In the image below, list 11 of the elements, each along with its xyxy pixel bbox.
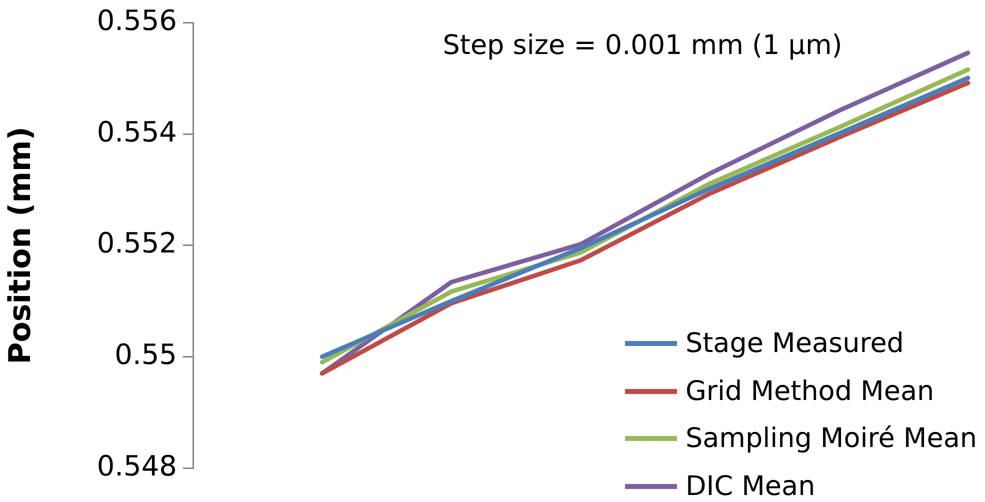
y-tick-label: 0.548 bbox=[96, 449, 177, 482]
y-tick-label: 0.55 bbox=[114, 338, 177, 371]
legend-label: Sampling Moiré Mean bbox=[685, 423, 977, 454]
legend-label: DIC Mean bbox=[685, 470, 816, 502]
y-tick-label: 0.552 bbox=[96, 226, 177, 260]
legend-label: Grid Method Mean bbox=[685, 376, 934, 407]
y-tick-label: 0.554 bbox=[96, 115, 177, 148]
y-axis-title: Position (mm) bbox=[2, 126, 38, 364]
legend-label: Stage Measured bbox=[685, 328, 904, 360]
y-tick-label: 0.556 bbox=[96, 4, 177, 38]
annotation: Step size = 0.001 mm (1 µm) bbox=[442, 30, 842, 61]
